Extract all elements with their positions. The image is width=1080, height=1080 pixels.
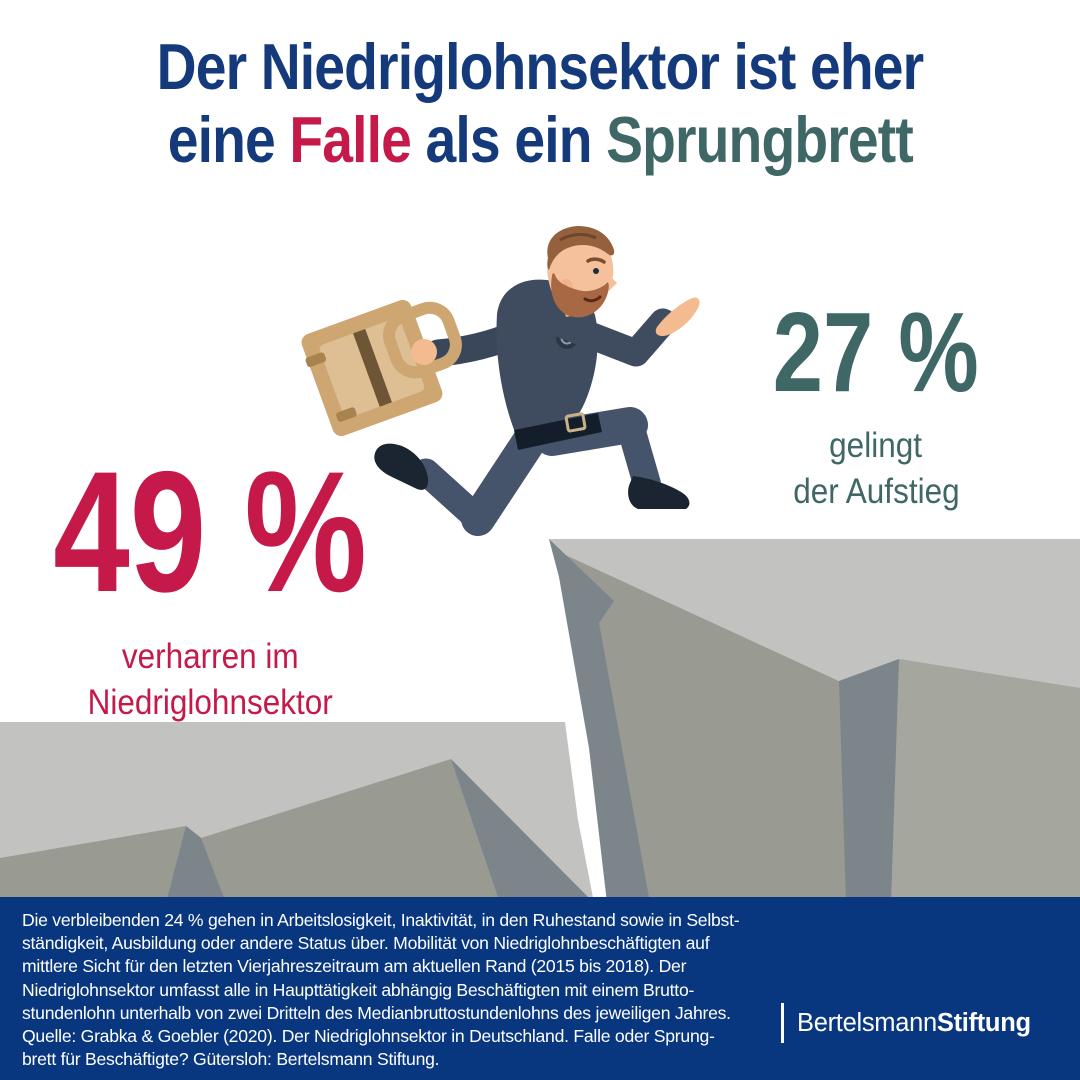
headline-line-1: Der Niedriglohnsektor ist eher — [0, 30, 1080, 103]
headline-line-2: eine Falle als ein Sprungbrett — [0, 103, 1080, 176]
stat-remain-caption-line1: verharren im — [121, 637, 299, 676]
beard — [551, 273, 609, 318]
stat-remain-low-wage: 49 % verharren im Niedriglohnsektor — [8, 446, 412, 726]
front-hand — [655, 297, 700, 337]
stat-ascent-value: 27 % — [772, 289, 980, 415]
bertelsmann-stiftung-logo: Bertelsmann Stiftung — [781, 1003, 1031, 1043]
footnote-line: Niedriglohnsektor umfasst alle in Hauptt… — [22, 979, 695, 1000]
footer-bar: Die verbleibenden 24 % gehen in Arbeitsl… — [0, 897, 1080, 1080]
footnote-line: mittlere Sicht für den letzten Vierjahre… — [22, 956, 687, 977]
back-shin — [412, 458, 492, 533]
left-cliff-face — [0, 759, 512, 903]
right-cliff-face-light — [880, 659, 1080, 903]
footnote-line: Die verbleibenden 24 % gehen in Arbeitsl… — [22, 910, 740, 930]
right-cliff-top-surface — [549, 539, 1080, 688]
footnote-text: Die verbleibenden 24 % gehen in Arbeitsl… — [22, 909, 740, 1071]
right-cliff-edge-shadow — [549, 539, 650, 903]
eye — [593, 268, 599, 274]
headline-text-1: Der Niedriglohnsektor ist eher — [156, 30, 924, 103]
right-cliff — [549, 539, 1080, 903]
front-shin — [616, 411, 661, 498]
headline-text-2a: eine — [167, 103, 290, 176]
headline-highlight-falle: Falle — [289, 103, 412, 176]
briefcase-handle — [383, 301, 462, 379]
mouth — [583, 295, 602, 303]
left-cliff-crevice — [166, 826, 226, 903]
left-cliff-edge-shadow — [451, 759, 594, 903]
stat-remain-value: 49 % — [53, 436, 367, 628]
footnote-line: Quelle: Grabka & Goebler (2020). Der Nie… — [22, 1026, 715, 1047]
footnote-line: brett für Beschäftigte? Gütersloh: Berte… — [22, 1049, 440, 1070]
nose — [608, 274, 617, 291]
footnote-line: ständigkeit, Ausbildung oder andere Stat… — [22, 933, 710, 954]
right-cliff-crevice — [839, 659, 899, 903]
stat-ascent-caption-line2: der Aufstieg — [792, 472, 960, 511]
front-shoe — [628, 476, 690, 509]
back-hand — [411, 339, 437, 365]
stat-ascent-caption: gelingt der Aufstieg — [692, 423, 1060, 515]
stat-ascent-caption-line1: gelingt — [829, 426, 923, 465]
stat-remain-caption: verharren im Niedriglohnsektor — [8, 634, 412, 726]
belt-buckle — [564, 412, 587, 433]
logo-text-bold: Stiftung — [936, 1008, 1031, 1037]
headline: Der Niedriglohnsektor ist eher eine Fall… — [0, 30, 1080, 176]
stat-ascent-success: 27 % gelingt der Aufstieg — [692, 296, 1060, 515]
briefcase-latch-top — [305, 352, 327, 368]
back-shoe — [374, 443, 429, 490]
belt — [514, 413, 602, 450]
eyebrow — [586, 257, 606, 264]
briefcase — [301, 299, 462, 437]
stat-remain-caption-line2: Niedriglohnsektor — [87, 683, 333, 722]
briefcase-latch-bottom — [336, 407, 357, 422]
logo-text-regular: Bertelsmann — [797, 1008, 937, 1037]
front-arm — [542, 308, 677, 367]
left-cliff — [0, 722, 594, 903]
headline-highlight-sprungbrett: Sprungbrett — [605, 103, 914, 176]
businessman-figure — [301, 226, 700, 536]
footnote-line: stundenlohn unterhalb von zwei Dritteln … — [22, 1002, 731, 1023]
briefcase-slot — [353, 328, 392, 407]
hair-streak — [559, 233, 597, 242]
headline-text-2b: als ein — [410, 103, 606, 176]
